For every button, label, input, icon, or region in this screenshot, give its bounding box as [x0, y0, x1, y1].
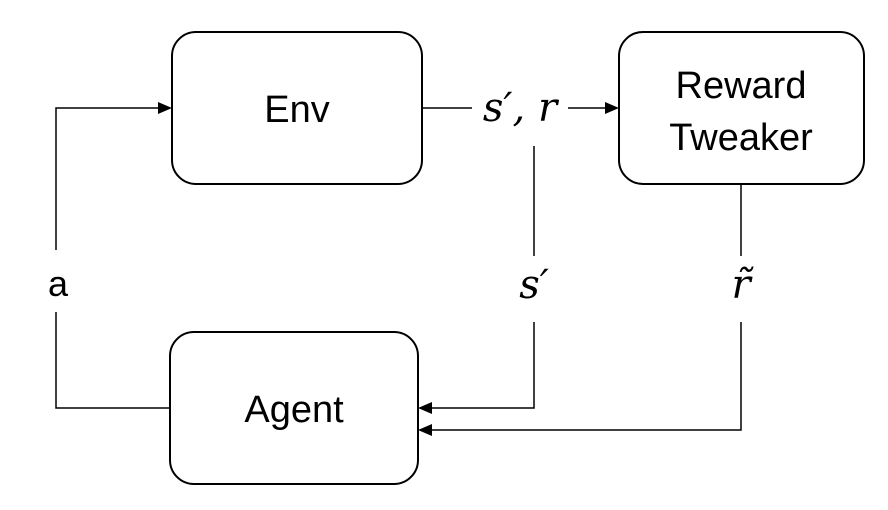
env-label: Env	[264, 89, 329, 131]
env-output-label: s′, r	[483, 85, 560, 131]
agent-node: Agent	[169, 331, 419, 485]
action-label: a	[48, 263, 69, 304]
arrowhead-to-env	[158, 102, 172, 114]
edge-tweaked-reward-to-agent: r̃	[418, 184, 754, 436]
edge-env-to-reward-tweaker: s′, r	[422, 85, 619, 131]
edge-state-to-agent: s′	[418, 146, 549, 414]
tweaked-reward-label: r̃	[731, 262, 753, 308]
edge-action-to-env: a	[48, 102, 172, 409]
reward-tweaker-label-line2: Tweaker	[669, 117, 813, 159]
edge-reward-lower-line	[432, 322, 742, 431]
edge-state-lower-line	[432, 322, 535, 409]
arrowhead-to-reward-tweaker	[605, 102, 619, 114]
reward-tweaker-label-line1: Reward	[676, 65, 807, 107]
env-node: Env	[171, 31, 423, 185]
state-label: s′	[519, 262, 549, 308]
edge-action-lower-line	[55, 312, 170, 409]
edge-action-upper-line	[55, 107, 158, 250]
reward-tweaker-box	[618, 31, 865, 185]
arrowhead-reward-to-agent	[418, 424, 432, 436]
agent-label: Agent	[244, 389, 344, 431]
reward-tweaker-node: Reward Tweaker	[618, 31, 865, 185]
arrowhead-state-to-agent	[418, 402, 432, 414]
